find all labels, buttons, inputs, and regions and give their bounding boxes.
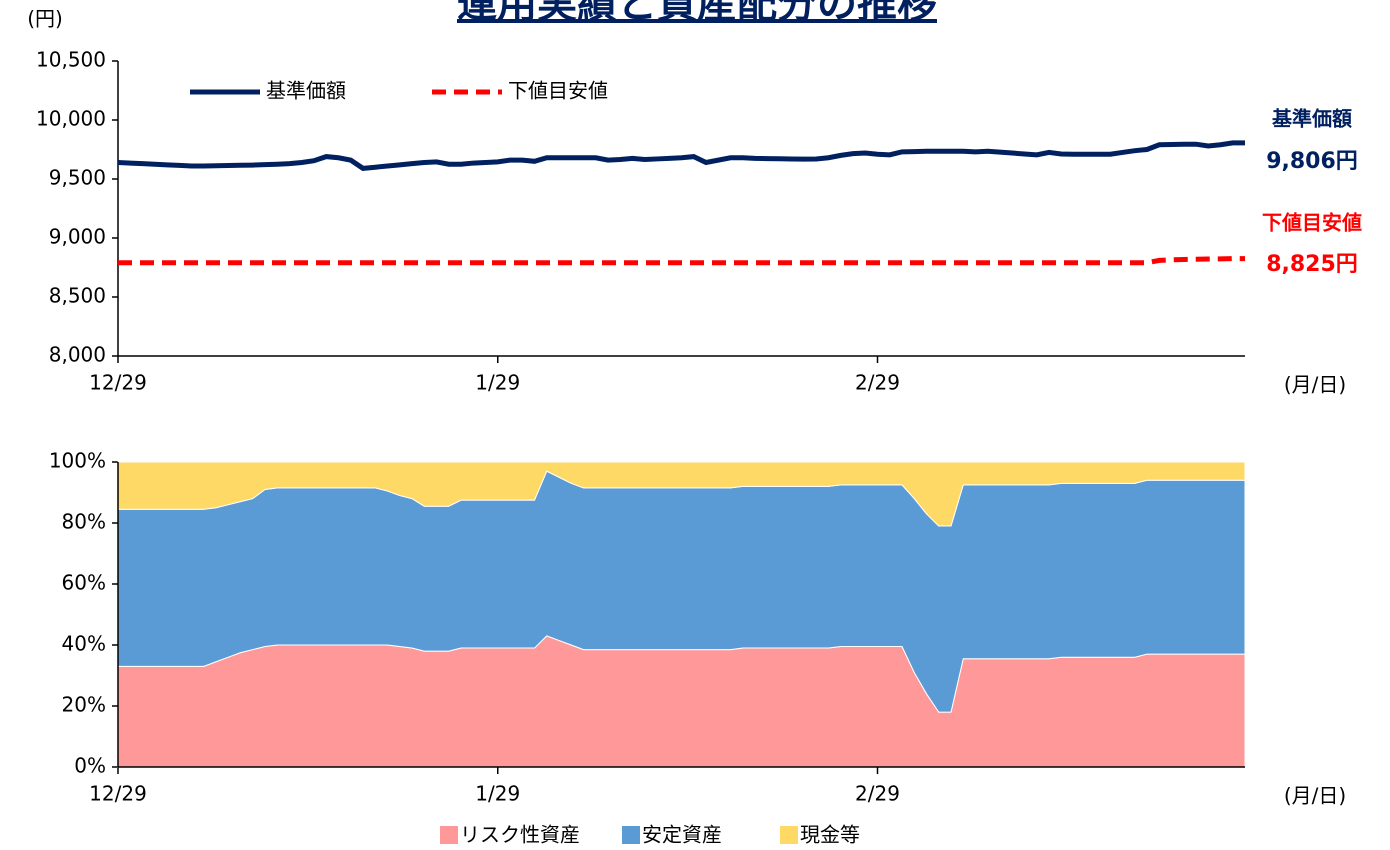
- y-tick-label: 9,000: [49, 225, 106, 249]
- y-tick-label: 10,000: [36, 107, 106, 131]
- end-name: 下値目安値: [1262, 211, 1362, 235]
- legend-label: 安定資産: [642, 823, 722, 847]
- end-name: 基準価額: [1272, 107, 1352, 131]
- area-series: [117, 461, 1246, 527]
- y-tick-label: 10,500: [36, 48, 106, 72]
- legend-label: リスク性資産: [460, 823, 580, 847]
- x-axis-label: (月/日): [1284, 373, 1346, 397]
- y-tick-label: 8,000: [49, 343, 106, 367]
- x-axis-label: (月/日): [1284, 784, 1346, 808]
- x-tick-label: 2/29: [855, 371, 900, 395]
- x-tick-label: 1/29: [475, 371, 520, 395]
- x-tick-label: 12/29: [89, 782, 147, 806]
- y-axis-label: (円): [27, 7, 63, 31]
- line-series: [118, 256, 1245, 266]
- x-tick-label: 2/29: [855, 782, 900, 806]
- y-tick-label: 0%: [74, 754, 106, 778]
- x-tick-label: 12/29: [89, 371, 147, 395]
- x-tick-label: 1/29: [475, 782, 520, 806]
- y-tick-label: 60%: [62, 571, 106, 595]
- y-tick-label: 40%: [62, 632, 106, 656]
- end-value-label: 9,806円: [1266, 149, 1358, 174]
- legend-label: 現金等: [800, 823, 860, 847]
- y-tick-label: 100%: [49, 449, 106, 473]
- legend-swatch: [440, 826, 458, 844]
- legend-label: 基準価額: [266, 79, 346, 103]
- line-series: [117, 140, 1245, 171]
- y-tick-label: 80%: [62, 510, 106, 534]
- legend-swatch: [780, 826, 798, 844]
- y-tick-label: 8,500: [49, 284, 106, 308]
- legend-swatch: [622, 826, 640, 844]
- y-tick-label: 20%: [62, 693, 106, 717]
- chart-title: 運用実績と資産配分の推移: [457, 0, 937, 27]
- end-value-label: 8,825円: [1266, 252, 1358, 277]
- legend-label: 下値目安値: [508, 79, 608, 103]
- y-tick-label: 9,500: [49, 166, 106, 190]
